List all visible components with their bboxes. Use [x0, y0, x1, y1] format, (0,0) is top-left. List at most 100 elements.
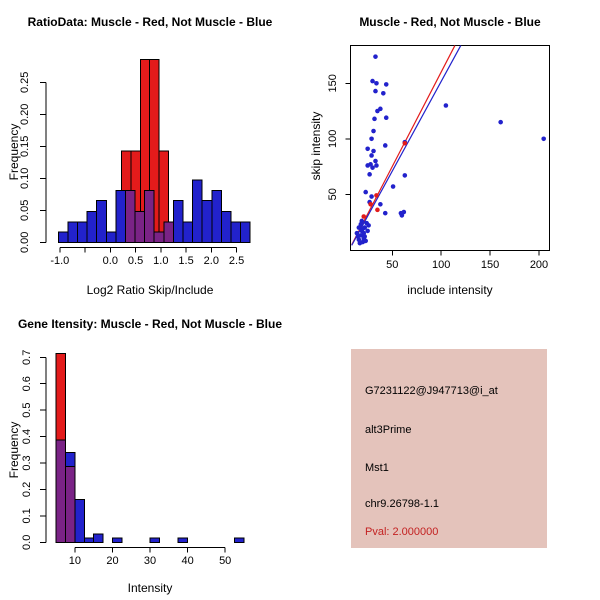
x-tick-label: 0.0: [103, 255, 118, 267]
x-tick-label: 30: [144, 555, 156, 567]
intensity-scatter-plot: 50 100 150 200 50 100 150: [327, 45, 550, 271]
hist-bar-notmuscle: [172, 200, 184, 243]
hist-bar-notmuscle: [96, 200, 107, 243]
hist-bar-notmuscle: [234, 537, 245, 543]
scatter-point-blue: [373, 88, 378, 94]
location-text: chr9.26798-1.1: [365, 498, 439, 510]
x-tick-label: 1.5: [178, 255, 193, 267]
y-tick-label: 50: [327, 188, 339, 200]
x-tick-label: 200: [530, 259, 548, 271]
gene-hist-xlabel: Intensity: [127, 581, 173, 595]
hist-bar-notmuscle: [240, 221, 251, 243]
ratio-hist-title: RatioData: Muscle - Red, Not Muscle - Bl…: [27, 15, 273, 29]
hist-bar-notmuscle: [192, 179, 203, 243]
scatter-point-blue: [366, 223, 371, 228]
y-tick-label: 150: [327, 74, 339, 92]
x-tick-label: 2.0: [204, 255, 219, 267]
x-tick-label: 2.5: [229, 255, 244, 267]
splice-type-text: alt3Prime: [365, 424, 412, 436]
x-tick-label: 0.5: [128, 255, 143, 267]
y-tick-label: 0.2: [21, 482, 33, 497]
y-tick-label: 0.5: [21, 403, 33, 418]
scatter-point-red: [402, 140, 408, 146]
x-tick-label: 100: [432, 259, 450, 271]
scatter-point-blue: [375, 108, 380, 114]
y-tick-label: 0.7: [21, 350, 33, 365]
hist-bar-notmuscle: [111, 537, 123, 543]
scatter-point-blue: [373, 54, 378, 59]
y-tick-label: 0.15: [19, 136, 31, 157]
blue-fit-line: [351, 45, 462, 246]
x-tick-label: -1.0: [50, 255, 69, 267]
scatter-point-blue: [371, 148, 376, 154]
hist-bar-notmuscle: [149, 537, 160, 543]
y-tick-label: 100: [327, 130, 339, 148]
gene-info-box: G7231122@J947713@i_at alt3Prime Mst1 chr…: [351, 349, 547, 548]
y-tick-label: 0.25: [19, 72, 31, 93]
scatter-point-blue: [360, 226, 366, 232]
y-tick-label: 0.05: [19, 200, 31, 221]
plot-box: [350, 45, 550, 251]
scatter-point-blue: [373, 158, 378, 164]
scatter-point-blue: [363, 238, 368, 244]
scatter-title: Muscle - Red, Not Muscle - Blue: [359, 15, 541, 29]
scatter-point-blue: [443, 103, 449, 108]
ratio-hist-xlabel: Log2 Ratio Skip/Include: [86, 283, 214, 297]
hist-bar-notmuscle: [230, 221, 242, 243]
hist-bar-notmuscle: [115, 189, 126, 243]
scatter-point-blue: [365, 228, 370, 234]
hist-bar-notmuscle: [201, 200, 213, 243]
hist-bar-notmuscle: [86, 211, 98, 243]
scatter-point-blue: [357, 240, 363, 246]
scatter-point-blue: [374, 81, 379, 86]
scatter-point-blue: [363, 189, 368, 195]
y-tick-label: 0.00: [19, 232, 31, 253]
hist-bar-notmuscle: [83, 537, 95, 543]
scatter-point-blue: [401, 209, 407, 215]
scatter-point-blue: [355, 234, 361, 239]
x-tick-label: 50: [219, 555, 231, 567]
hist-bar-notmuscle: [64, 452, 76, 468]
gene-intensity-histogram-plot: 10 20 30 40 50 0.0 0.1 0.2 0.3 0.4 0.5 0.6 0.7: [21, 350, 245, 567]
scatter-point-blue: [361, 230, 367, 236]
y-tick-label: 0.1: [21, 508, 33, 523]
scatter-point-blue: [383, 115, 389, 121]
y-tick-label: 0.6: [21, 376, 33, 391]
hist-bar-overlap: [144, 189, 155, 243]
scatter-point-blue: [402, 173, 408, 178]
hist-bar-notmuscle: [211, 189, 222, 243]
scatter-point-red: [361, 214, 367, 219]
hist-bar-overlap: [134, 211, 146, 243]
x-tick-label: 20: [106, 555, 118, 567]
scatter-point-blue: [367, 172, 372, 177]
scatter-point-blue: [370, 78, 375, 84]
hist-bar-notmuscle: [76, 221, 88, 243]
scatter-point-red: [368, 201, 373, 207]
hist-bar-overlap: [64, 466, 76, 543]
scatter-point-blue: [541, 136, 546, 142]
x-tick-label: 150: [481, 259, 499, 271]
x-tick-label: 10: [69, 555, 81, 567]
hist-bar-overlap: [55, 439, 66, 543]
y-tick-label: 0.4: [21, 429, 33, 444]
scatter-point-blue: [365, 163, 370, 168]
scatter-point-blue: [369, 136, 374, 142]
scatter-point-blue: [390, 184, 396, 189]
hist-bar-notmuscle: [67, 221, 78, 243]
scatter-point-blue: [382, 143, 388, 148]
probe-id-text: G7231122@J947713@i_at: [365, 385, 498, 397]
hist-bar-notmuscle: [93, 533, 104, 543]
scatter-point-blue: [371, 128, 376, 134]
x-tick-label: 50: [386, 259, 398, 271]
scatter-point-blue: [382, 210, 388, 216]
hist-bar-overlap: [153, 231, 165, 243]
scatter-point-blue: [356, 225, 362, 230]
scatter-point-blue: [369, 194, 374, 199]
scatter-point-blue: [365, 146, 370, 152]
scatter-point-blue: [372, 116, 377, 122]
scatter-point-blue: [358, 221, 364, 227]
x-tick-label: 1.0: [153, 255, 168, 267]
hist-bar-overlap: [124, 189, 136, 243]
scatter-point-blue: [374, 163, 379, 168]
